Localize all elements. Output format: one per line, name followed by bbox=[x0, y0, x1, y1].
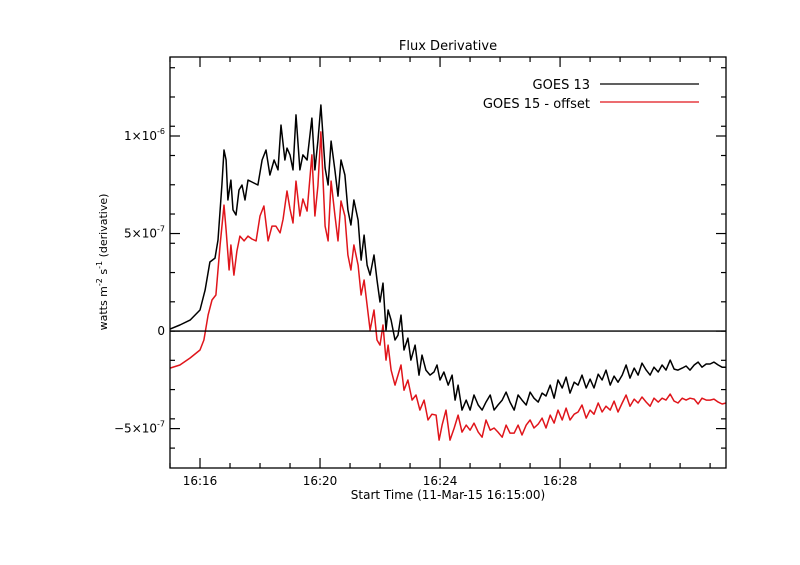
x-tick-label: 16:16 bbox=[183, 474, 218, 488]
y-tick-label-base: −5×10 bbox=[114, 422, 157, 436]
y-tick-label-exp: -7 bbox=[157, 225, 165, 234]
y-axis-label: watts m-2 s-1 (derivative) bbox=[95, 194, 110, 331]
y-tick-label-exp: -7 bbox=[157, 420, 165, 429]
y-tick-labels: 1×10-65×10-70−5×10-7 bbox=[114, 127, 165, 436]
x-tick-label: 16:28 bbox=[543, 474, 578, 488]
series-layer bbox=[169, 104, 727, 441]
y-tick-label-base: 0 bbox=[157, 324, 165, 338]
legend-label-goes13: GOES 13 bbox=[533, 78, 590, 93]
tick-layer bbox=[169, 57, 726, 468]
plot-frame bbox=[169, 56, 727, 469]
y-tick-label: 0 bbox=[157, 324, 165, 338]
series-line-goes15-offset bbox=[169, 131, 727, 441]
y-axis-label-mid: s bbox=[97, 269, 110, 278]
x-tick-label: 16:24 bbox=[423, 474, 458, 488]
y-tick-label-exp: -6 bbox=[157, 127, 165, 136]
y-tick-label: 5×10-7 bbox=[124, 225, 165, 241]
y-axis-label-tail: (derivative) bbox=[97, 194, 110, 261]
y-axis-label-base: watts m bbox=[97, 286, 110, 330]
chart-title: Flux Derivative bbox=[399, 39, 497, 54]
y-tick-label-base: 5×10 bbox=[124, 227, 157, 241]
y-axis-label-exp1: -2 bbox=[95, 278, 104, 286]
x-tick-labels: 16:16 16:20 16:24 16:28 bbox=[183, 474, 578, 488]
y-tick-label: −5×10-7 bbox=[114, 420, 165, 436]
x-axis-label: Start Time (11-Mar-15 16:15:00) bbox=[351, 488, 545, 502]
y-axis-label-exp2: -1 bbox=[95, 261, 104, 269]
y-tick-label-base: 1×10 bbox=[124, 129, 157, 143]
legend: GOES 13 GOES 15 - offset bbox=[483, 78, 699, 112]
x-tick-label: 16:20 bbox=[303, 474, 338, 488]
y-tick-label: 1×10-6 bbox=[124, 127, 165, 143]
series-line-goes13 bbox=[169, 104, 726, 411]
legend-label-goes15: GOES 15 - offset bbox=[483, 97, 590, 112]
